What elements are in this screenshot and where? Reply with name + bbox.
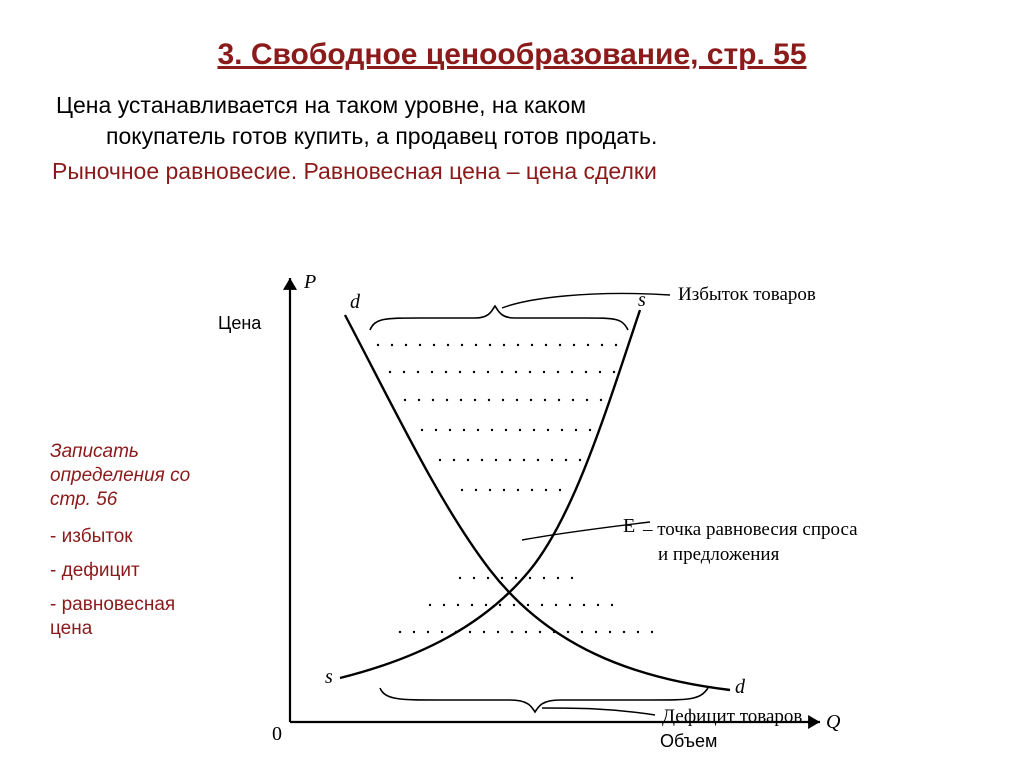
sidebar-item-deficit: - дефицит	[50, 559, 220, 583]
sidebar-item-surplus: - избыток	[50, 525, 220, 549]
paragraph-block: Цена устанавливается на таком уровне, на…	[0, 90, 1024, 152]
svg-text:s: s	[325, 666, 333, 688]
svg-text:d: d	[350, 291, 361, 313]
svg-text:d: d	[735, 676, 746, 698]
supply-demand-diagram: P Q 0 d s s d E Избыток товаров – точка равновеси…	[230, 260, 910, 750]
svg-text:и предложения: и предложения	[658, 544, 780, 565]
subheading: Рыночное равновесие. Равновесная цена – …	[0, 152, 1024, 185]
svg-text:Q: Q	[826, 711, 841, 733]
svg-text:Дефицит товаров: Дефицит товаров	[662, 706, 802, 727]
svg-text:– точка равновесия спроса: – точка равновесия спроса	[642, 519, 858, 540]
svg-text:P: P	[303, 271, 316, 293]
sidebar-item-eqprice: - равновесная цена	[50, 593, 220, 641]
sidebar-note: Записать определения со стр. 56 - избыто…	[50, 440, 220, 650]
paragraph-line-1: Цена устанавливается на таком уровне, на…	[56, 92, 586, 118]
slide-title: 3. Свободное ценообразование, стр. 55	[0, 0, 1024, 90]
sidebar-instruction: Записать определения со стр. 56	[50, 440, 220, 511]
svg-text:Избыток товаров: Избыток товаров	[678, 284, 816, 305]
svg-text:E: E	[623, 515, 635, 537]
svg-text:s: s	[638, 289, 646, 311]
paragraph-line-2: покупатель готов купить, а продавец гото…	[56, 121, 984, 152]
svg-text:0: 0	[272, 723, 282, 745]
